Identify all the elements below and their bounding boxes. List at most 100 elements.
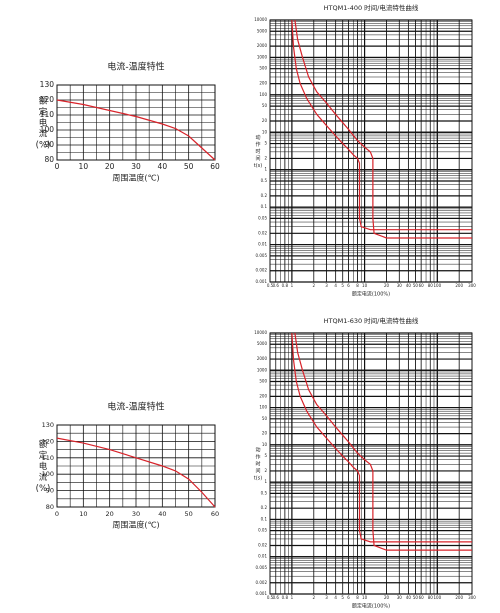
x-tick-label: 30 [131, 162, 141, 171]
x-tick-label: 1 [291, 595, 294, 600]
x-tick-label: 40 [406, 283, 412, 288]
x-tick-label: 40 [406, 595, 412, 600]
y-tick-label: 100 [40, 125, 55, 134]
x-axis-title: 额定电流(100%) [352, 603, 390, 610]
y-tick-label: 50 [262, 103, 268, 108]
y-tick-label: 0.02 [258, 230, 267, 235]
x-tick-label: 10 [79, 162, 89, 171]
x-tick-label: 0.6 [273, 283, 280, 288]
x-tick-label: 6 [347, 595, 350, 600]
y-tick-label: 5 [264, 453, 267, 458]
plot-frame [56, 424, 216, 508]
y-tick-label: 500 [259, 66, 267, 71]
x-tick-label: 20 [106, 510, 114, 518]
y-tick-label: 80 [46, 503, 54, 511]
y-tick-label: 10 [262, 129, 268, 134]
x-tick-label: 80 [428, 283, 434, 288]
curve [56, 437, 216, 508]
y-tick-label: 500 [259, 379, 267, 384]
x-tick-label: 30 [397, 283, 403, 288]
y-tick-label: 0.005 [256, 565, 268, 570]
y-tick-label: 0.001 [256, 591, 268, 596]
y-tick-label: 100 [42, 470, 54, 478]
chart-title: 电流-温度特性 [107, 401, 164, 413]
y-tick-label: 200 [259, 393, 267, 398]
y-tick-label: 0.02 [258, 542, 267, 547]
y-tick-label: 50 [262, 416, 268, 421]
x-tick-label: 50 [185, 510, 193, 518]
x-tick-label: 0.8 [282, 283, 289, 288]
x-axis-title: 周围温度(℃) [112, 173, 159, 183]
curve [56, 99, 216, 161]
y-tick-label: 80 [44, 155, 54, 164]
x-tick-label: 60 [419, 595, 425, 600]
y-axis-title: 动作时间 t(s) [254, 134, 263, 169]
y-tick-label: 20 [262, 431, 268, 436]
y-tick-label: 0.05 [258, 215, 267, 220]
y-tick-label: 130 [40, 80, 55, 89]
y-tick-label: 5000 [257, 28, 268, 33]
curve [294, 332, 472, 551]
x-tick-label: 0 [55, 510, 59, 518]
x-tick-label: 3 [325, 595, 328, 600]
y-tick-label: 0.5 [261, 178, 268, 183]
y-tick-label: 5000 [257, 341, 268, 346]
plot-frame [269, 19, 473, 283]
x-tick-label: 0.5 [267, 595, 274, 600]
x-tick-label: 80 [428, 595, 434, 600]
x-tick-label: 60 [210, 162, 220, 171]
y-tick-label: 1 [264, 167, 267, 172]
y-tick-label: 0.05 [258, 528, 267, 533]
x-tick-label: 50 [413, 595, 419, 600]
x-tick-label: 10 [362, 283, 368, 288]
x-tick-label: 20 [384, 595, 390, 600]
y-axis-title: 额定电流(%) [36, 439, 51, 494]
y-tick-label: 0.01 [258, 242, 267, 247]
chart-title: HTQM1-630 时间/电流特性曲线 [324, 316, 419, 325]
x-tick-label: 60 [211, 510, 219, 518]
x-tick-label: 100 [433, 595, 441, 600]
plot-frame [269, 332, 473, 595]
y-tick-label: 2000 [257, 43, 268, 48]
x-tick-label: 4 [334, 283, 337, 288]
y-tick-label: 120 [40, 95, 55, 104]
x-tick-label: 0.5 [267, 283, 274, 288]
y-tick-label: 90 [46, 487, 54, 495]
x-tick-label: 50 [413, 283, 419, 288]
x-tick-label: 4 [334, 595, 337, 600]
x-tick-label: 2 [313, 283, 316, 288]
x-tick-label: 30 [132, 510, 140, 518]
y-tick-label: 0.005 [256, 253, 268, 258]
x-tick-label: 0.8 [282, 595, 289, 600]
y-tick-label: 0.2 [261, 505, 268, 510]
x-tick-label: 10 [79, 510, 87, 518]
y-tick-label: 110 [40, 110, 55, 119]
y-tick-label: 2 [264, 155, 267, 160]
y-tick-label: 0.2 [261, 193, 268, 198]
curve [291, 332, 472, 543]
x-tick-label: 0.6 [273, 595, 280, 600]
x-tick-label: 200 [455, 283, 463, 288]
y-tick-label: 10 [262, 442, 268, 447]
y-tick-label: 10000 [254, 330, 267, 335]
plot-frame [56, 84, 216, 161]
y-tick-label: 110 [42, 454, 54, 462]
y-tick-label: 0.1 [261, 516, 268, 521]
y-tick-label: 0.002 [256, 580, 268, 585]
x-tick-label: 60 [419, 283, 425, 288]
y-tick-label: 130 [42, 421, 54, 429]
y-tick-label: 0.01 [258, 554, 267, 559]
y-tick-label: 2 [264, 468, 267, 473]
x-tick-label: 20 [384, 283, 390, 288]
x-tick-label: 30 [397, 595, 403, 600]
chart-title: HTQM1-400 时间/电流特性曲线 [324, 3, 419, 12]
y-tick-label: 100 [259, 92, 267, 97]
y-axis-title: 额定电流(%) [36, 95, 51, 150]
x-tick-label: 6 [347, 283, 350, 288]
y-tick-label: 1000 [257, 367, 268, 372]
x-tick-label: 50 [184, 162, 194, 171]
x-tick-label: 1 [291, 283, 294, 288]
x-tick-label: 40 [158, 510, 166, 518]
x-tick-label: 8 [356, 595, 359, 600]
